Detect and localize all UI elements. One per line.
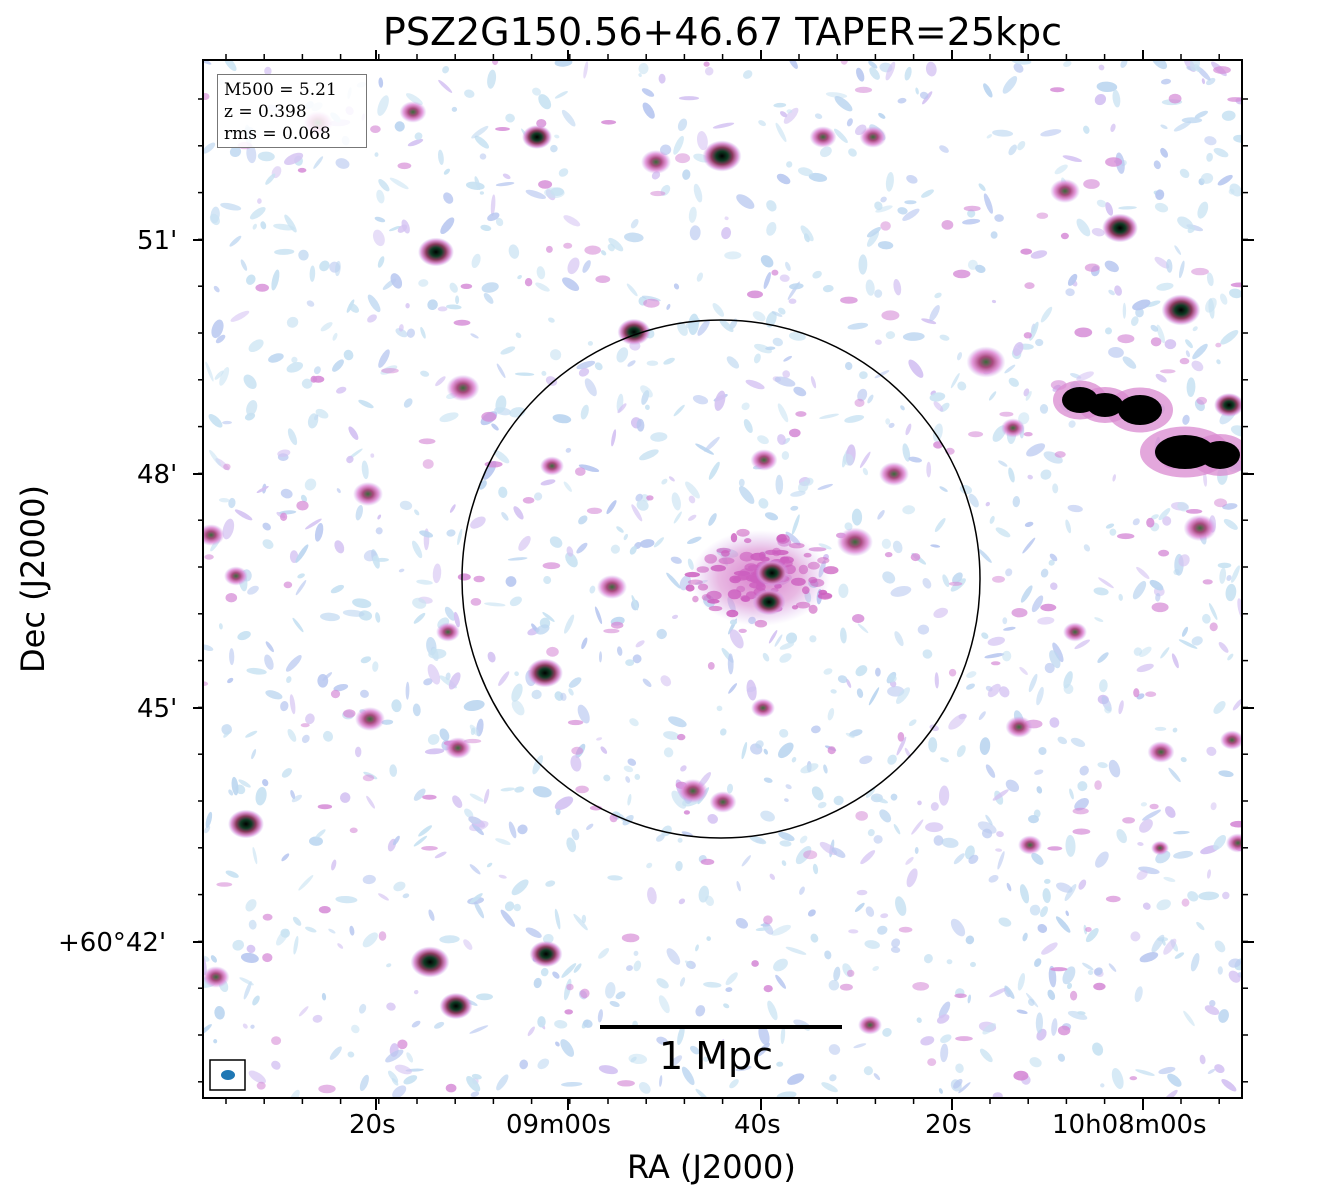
axis-ticks bbox=[193, 50, 1254, 1110]
y-tick-label: 48' bbox=[137, 460, 178, 490]
x-axis-label: RA (J2000) bbox=[627, 1148, 796, 1186]
y-axis-label: Dec (J2000) bbox=[14, 485, 52, 673]
beam-indicator bbox=[209, 1059, 246, 1091]
x-tick-label: 20s bbox=[349, 1110, 396, 1140]
x-tick-label: 20s bbox=[925, 1110, 972, 1140]
rms-text: rms = 0.068 bbox=[224, 124, 331, 144]
redshift-text: z = 0.398 bbox=[224, 102, 307, 122]
r500-circle bbox=[461, 319, 981, 839]
radio-sources bbox=[203, 101, 1242, 1035]
y-tick-label: +60°42' bbox=[58, 928, 167, 958]
x-tick-label: 09m00s bbox=[506, 1110, 612, 1140]
scale-bar-label: 1 Mpc bbox=[659, 1034, 774, 1078]
cluster-info-box: M500 = 5.21 z = 0.398 rms = 0.068 bbox=[217, 74, 367, 148]
x-tick-label: 10h08m00s bbox=[1052, 1110, 1207, 1140]
y-tick-label: 45' bbox=[137, 694, 178, 724]
y-tick-label: 51' bbox=[137, 226, 178, 256]
m500-text: M500 = 5.21 bbox=[224, 80, 337, 100]
x-tick-label: 40s bbox=[734, 1110, 781, 1140]
figure-title: PSZ2G150.56+46.67 TAPER=25kpc bbox=[382, 10, 1063, 54]
